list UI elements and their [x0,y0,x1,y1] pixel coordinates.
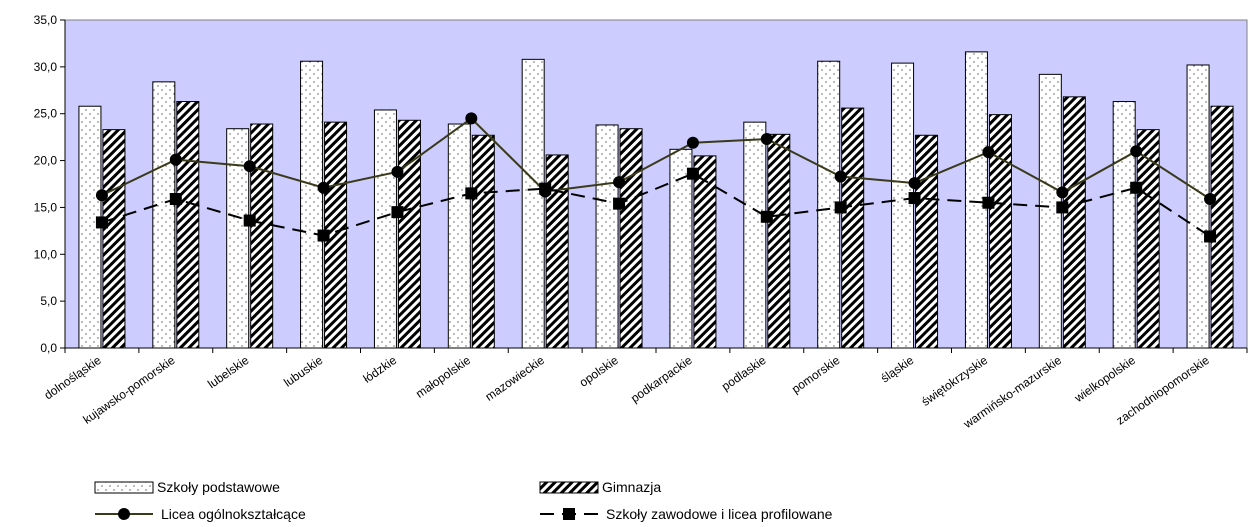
bar-szkoly-podstawowe [1186,64,1210,349]
category-label: lubuskie [281,353,325,390]
y-tick-label: 25,0 [34,107,58,121]
line-szkoly-zawodowe [101,172,1211,238]
marker-szkoly-zawodowe [760,210,773,223]
marker-szkoly-zawodowe [982,196,995,209]
bar-gimnazja [102,129,126,349]
legend-item: Licea ogólnokształcące [95,506,306,522]
category-label: wielkopolskie [1071,353,1138,406]
lines [95,112,1217,243]
bar-gimnazja [988,114,1012,349]
bar-gimnazja [176,101,200,349]
y-tick-label: 35,0 [34,13,58,27]
bar-szkoly-podstawowe [300,60,324,349]
bar-szkoly-podstawowe [743,121,767,349]
legend-label: Szkoły zawodowe i licea profilowane [606,506,833,522]
marker-licea [169,153,182,166]
legend-item: Szkoły zawodowe i licea profilowane [540,506,833,522]
bar-gimnazja [471,134,495,349]
legend: Szkoły podstawowe Gimnazja Licea ogólnoksz… [94,479,833,522]
bar-gimnazja [915,134,939,349]
bar-szkoly-podstawowe [152,81,176,349]
marker-licea [1130,145,1143,158]
marker-szkoly-zawodowe [908,192,921,205]
legend-marker-circle [118,508,130,520]
marker-szkoly-zawodowe [169,192,182,205]
marker-szkoly-zawodowe [243,214,256,227]
marker-szkoly-zawodowe [391,206,404,219]
legend-item: Gimnazja [539,479,661,495]
y-tick-label: 5,0 [40,294,57,308]
bar-szkoly-podstawowe [373,109,397,349]
marker-licea [465,112,478,125]
marker-szkoly-zawodowe [1130,181,1143,194]
category-label: świętokrzyskie [919,353,991,409]
line-licea [101,117,1211,200]
category-label: opolskie [577,353,621,390]
legend-label: Szkoły podstawowe [157,479,280,495]
category-label: mazowieckie [483,353,548,404]
bar-gimnazja [545,154,569,349]
legend-swatch-hatch [539,481,599,494]
legend-marker-square [563,508,575,520]
legend-item: Szkoły podstawowe [94,479,280,495]
y-tick-label: 15,0 [34,200,58,214]
marker-licea [317,181,330,194]
bar-gimnazja [397,119,421,349]
legend-swatch-dots [94,481,154,494]
marker-licea [686,136,699,149]
bars [78,51,1234,349]
bar-gimnazja [1136,129,1160,349]
marker-licea [908,177,921,190]
marker-licea [982,146,995,159]
y-tick-label: 30,0 [34,60,58,74]
marker-szkoly-zawodowe [95,216,108,229]
bar-szkoly-podstawowe [1112,101,1136,349]
category-label: podlaskie [719,353,769,394]
marker-licea [1204,192,1217,205]
marker-szkoly-zawodowe [613,197,626,210]
legend-label: Gimnazja [602,479,661,495]
marker-szkoly-zawodowe [686,167,699,180]
bar-szkoly-podstawowe [521,58,545,349]
marker-szkoly-zawodowe [834,201,847,214]
marker-szkoly-zawodowe [539,182,552,195]
legend-label: Licea ogólnokształcące [161,506,306,522]
bar-szkoly-podstawowe [595,124,619,349]
marker-licea [613,176,626,189]
marker-licea [760,133,773,146]
marker-szkoly-zawodowe [1056,201,1069,214]
marker-licea [1056,186,1069,199]
marker-licea [243,160,256,173]
bar-gimnazja [250,123,274,349]
category-label: lubelskie [205,353,252,391]
bar-gimnazja [841,107,865,349]
bar-gimnazja [693,155,717,349]
bar-gimnazja [619,128,643,349]
marker-szkoly-zawodowe [465,187,478,200]
bar-szkoly-podstawowe [447,123,471,349]
bar-gimnazja [767,133,791,349]
bar-gimnazja [1210,105,1234,349]
y-tick-label: 10,0 [34,247,58,261]
category-label: pomorskie [789,353,843,396]
marker-licea [391,165,404,178]
bar-szkoly-podstawowe [226,128,250,349]
category-label: małopolskie [413,353,473,401]
bar-szkoly-podstawowe [891,62,915,349]
y-tick-label: 0,0 [40,341,57,355]
category-label: podkarpackie [628,353,695,406]
marker-szkoly-zawodowe [1204,230,1217,243]
category-label: dolnośląskie [42,353,104,403]
y-tick-label: 20,0 [34,154,58,168]
bar-gimnazja [1062,96,1086,349]
marker-licea [834,170,847,183]
marker-licea [95,189,108,202]
category-label: śląskie [878,353,916,386]
category-label: łódzkie [361,353,400,386]
marker-szkoly-zawodowe [317,229,330,242]
